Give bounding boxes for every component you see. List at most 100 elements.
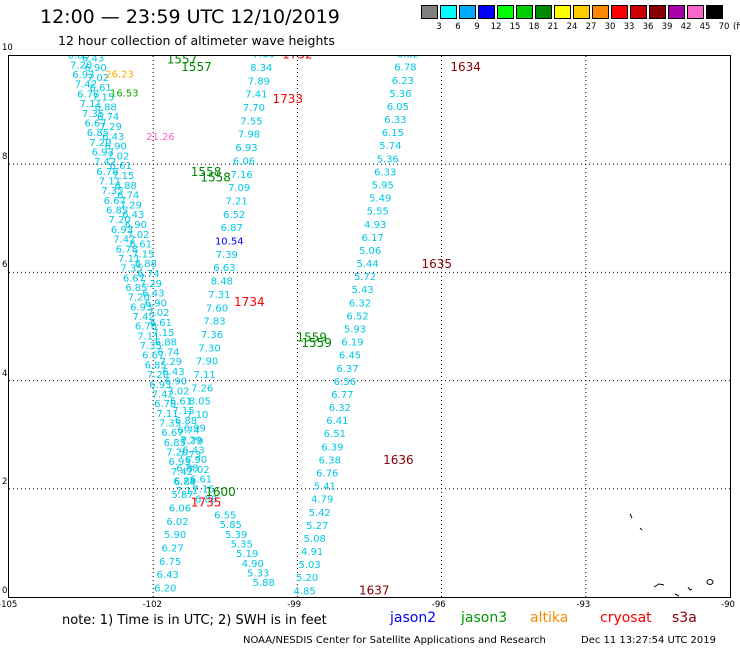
wave-height-label: 7.15: [192, 485, 214, 496]
wave-height-label: 6.74: [117, 191, 139, 202]
wave-height-label: 8.05: [189, 397, 211, 408]
wave-height-label: 4.93: [364, 220, 386, 231]
wave-height-label: 6.90: [165, 377, 187, 388]
legend-label: 18: [528, 22, 540, 32]
wave-height-label: 6.90: [84, 63, 106, 74]
wave-height-label: 5.39: [225, 530, 247, 541]
satellite-cryosat: cryosat: [600, 610, 652, 626]
wave-height-label: 7.02: [147, 308, 169, 319]
wave-height-label: 6.43: [162, 367, 184, 378]
wave-height-label: 6.33: [384, 115, 406, 126]
y-tick-label: 6: [2, 260, 8, 271]
wave-height-label: 6.84: [174, 477, 196, 488]
wave-height-label: 6.15: [382, 128, 404, 139]
coastline: [639, 527, 643, 531]
wave-height-label: 5.55: [367, 207, 389, 218]
wave-height-label: 7.29: [100, 122, 122, 133]
legend-swatch: [459, 5, 476, 19]
y-tick-label: 8: [2, 151, 8, 162]
pass-time-label: 1635: [422, 257, 453, 271]
wave-height-label: 5.35: [231, 540, 253, 551]
wave-height-label: 8.48: [211, 277, 233, 288]
wave-height-label: 6.52: [346, 311, 368, 322]
legend-swatch: [497, 5, 514, 19]
pass-time-label: 1600: [205, 485, 236, 499]
wave-height-label: 6.06: [233, 156, 255, 167]
legend-swatch: [421, 5, 438, 19]
wave-height-label: 7.11: [156, 409, 178, 420]
wave-height-label: 7.11: [118, 254, 140, 265]
legend-label: 12: [490, 22, 502, 32]
legend-unit: (ft): [733, 22, 740, 32]
wave-height-label: 7.39: [216, 250, 238, 261]
wave-height-label: 6.87: [221, 223, 243, 234]
wave-height-label: 7.02: [127, 230, 149, 241]
wave-height-label: 6.43: [182, 445, 204, 456]
wave-height-label: 6.20: [154, 584, 176, 595]
wave-height-label: 7.70: [243, 103, 265, 114]
wave-height-label: 6.74: [137, 269, 159, 280]
wave-height-label: 5.85: [220, 520, 242, 531]
pass-time-label: 1734: [234, 295, 265, 309]
wave-height-label: 6.75: [159, 557, 181, 568]
satellite-jason3: jason3: [461, 610, 508, 626]
wave-height-label: 6.67: [123, 273, 145, 284]
map-subtitle: 12 hour collection of altimeter wave hei…: [58, 33, 335, 48]
wave-height-label: 7.15: [132, 249, 154, 260]
footnote: note: 1) Time is in UTC; 2) SWH is in fe…: [62, 613, 327, 628]
legend-swatch: [554, 5, 571, 19]
pass-time-label: 1733: [273, 92, 304, 106]
pass-time-label: 1634: [450, 60, 481, 74]
coastline: [674, 593, 680, 597]
wave-height-label: 6.38: [319, 455, 341, 466]
map-title: 12:00 — 23:59 UTC 12/10/2019: [40, 6, 340, 28]
wave-height-label: 7.29: [140, 279, 162, 290]
wave-height-label: 7.30: [198, 343, 220, 354]
wave-height-label: 7.98: [238, 130, 260, 141]
map-plot-area: 6.85 7.20 6.93 7.42 6.78 7.11 7.35 6.67 6.85 7.20…: [8, 48, 731, 598]
wave-height-label: 7.11: [137, 331, 159, 342]
wave-height-label: 7.26: [191, 383, 213, 394]
wave-height-label: 7.11: [176, 486, 198, 497]
wave-height-label: 5.41: [314, 482, 336, 493]
legend-label: 21: [547, 22, 559, 32]
wave-height-label: 7.20: [166, 447, 188, 458]
wave-height-label: 6.61: [170, 396, 192, 407]
y-tick-label: 2: [2, 477, 8, 488]
wave-height-label: 7.79: [181, 437, 203, 448]
legend-label: 45: [699, 22, 711, 32]
wave-height-label: 7.73: [179, 450, 201, 461]
wave-height-label: 6.74: [157, 347, 179, 358]
wave-height-label: 6.02: [166, 517, 188, 528]
wave-height-label: 5.36: [389, 89, 411, 100]
wave-height-label: 7.11: [99, 177, 121, 188]
legend-swatch: [611, 5, 628, 19]
wave-height-label: 7.42: [113, 235, 135, 246]
wave-height-label: 5.20: [296, 573, 318, 584]
wave-height-label: 5.82: [397, 56, 419, 61]
wave-height-label: 5.49: [369, 194, 391, 205]
wave-height-label: 5.42: [309, 508, 331, 519]
wave-height-label: 5.06: [359, 246, 381, 257]
wave-height-label: 7.35: [101, 186, 123, 197]
legend-swatch: [535, 5, 552, 19]
wave-height-label: 6.55: [214, 511, 236, 522]
coastline: [687, 586, 693, 591]
wave-height-label: 6.67: [142, 351, 164, 362]
wave-height-label: 6.33: [374, 167, 396, 178]
wave-height-label: 7.60: [206, 303, 228, 314]
wave-height-label: 7.02: [87, 73, 109, 84]
wave-height-label: 6.76: [316, 468, 338, 479]
wave-height-label: 6.93: [149, 380, 171, 391]
satellite-s3a: s3a: [672, 610, 697, 626]
wave-height-label: 4.91: [301, 547, 323, 558]
pass-time-label: 1559: [301, 336, 332, 350]
legend-swatch: [630, 5, 647, 19]
wave-height-label: 5.88: [253, 578, 275, 589]
wave-height-label: 6.67: [104, 196, 126, 207]
wave-height-label: 5.74: [379, 141, 401, 152]
wave-height-label: 7.29: [180, 436, 202, 447]
wave-height-label: 6.88: [155, 338, 177, 349]
pass-time-label: 1557: [167, 56, 198, 67]
legend-swatch: [516, 5, 533, 19]
